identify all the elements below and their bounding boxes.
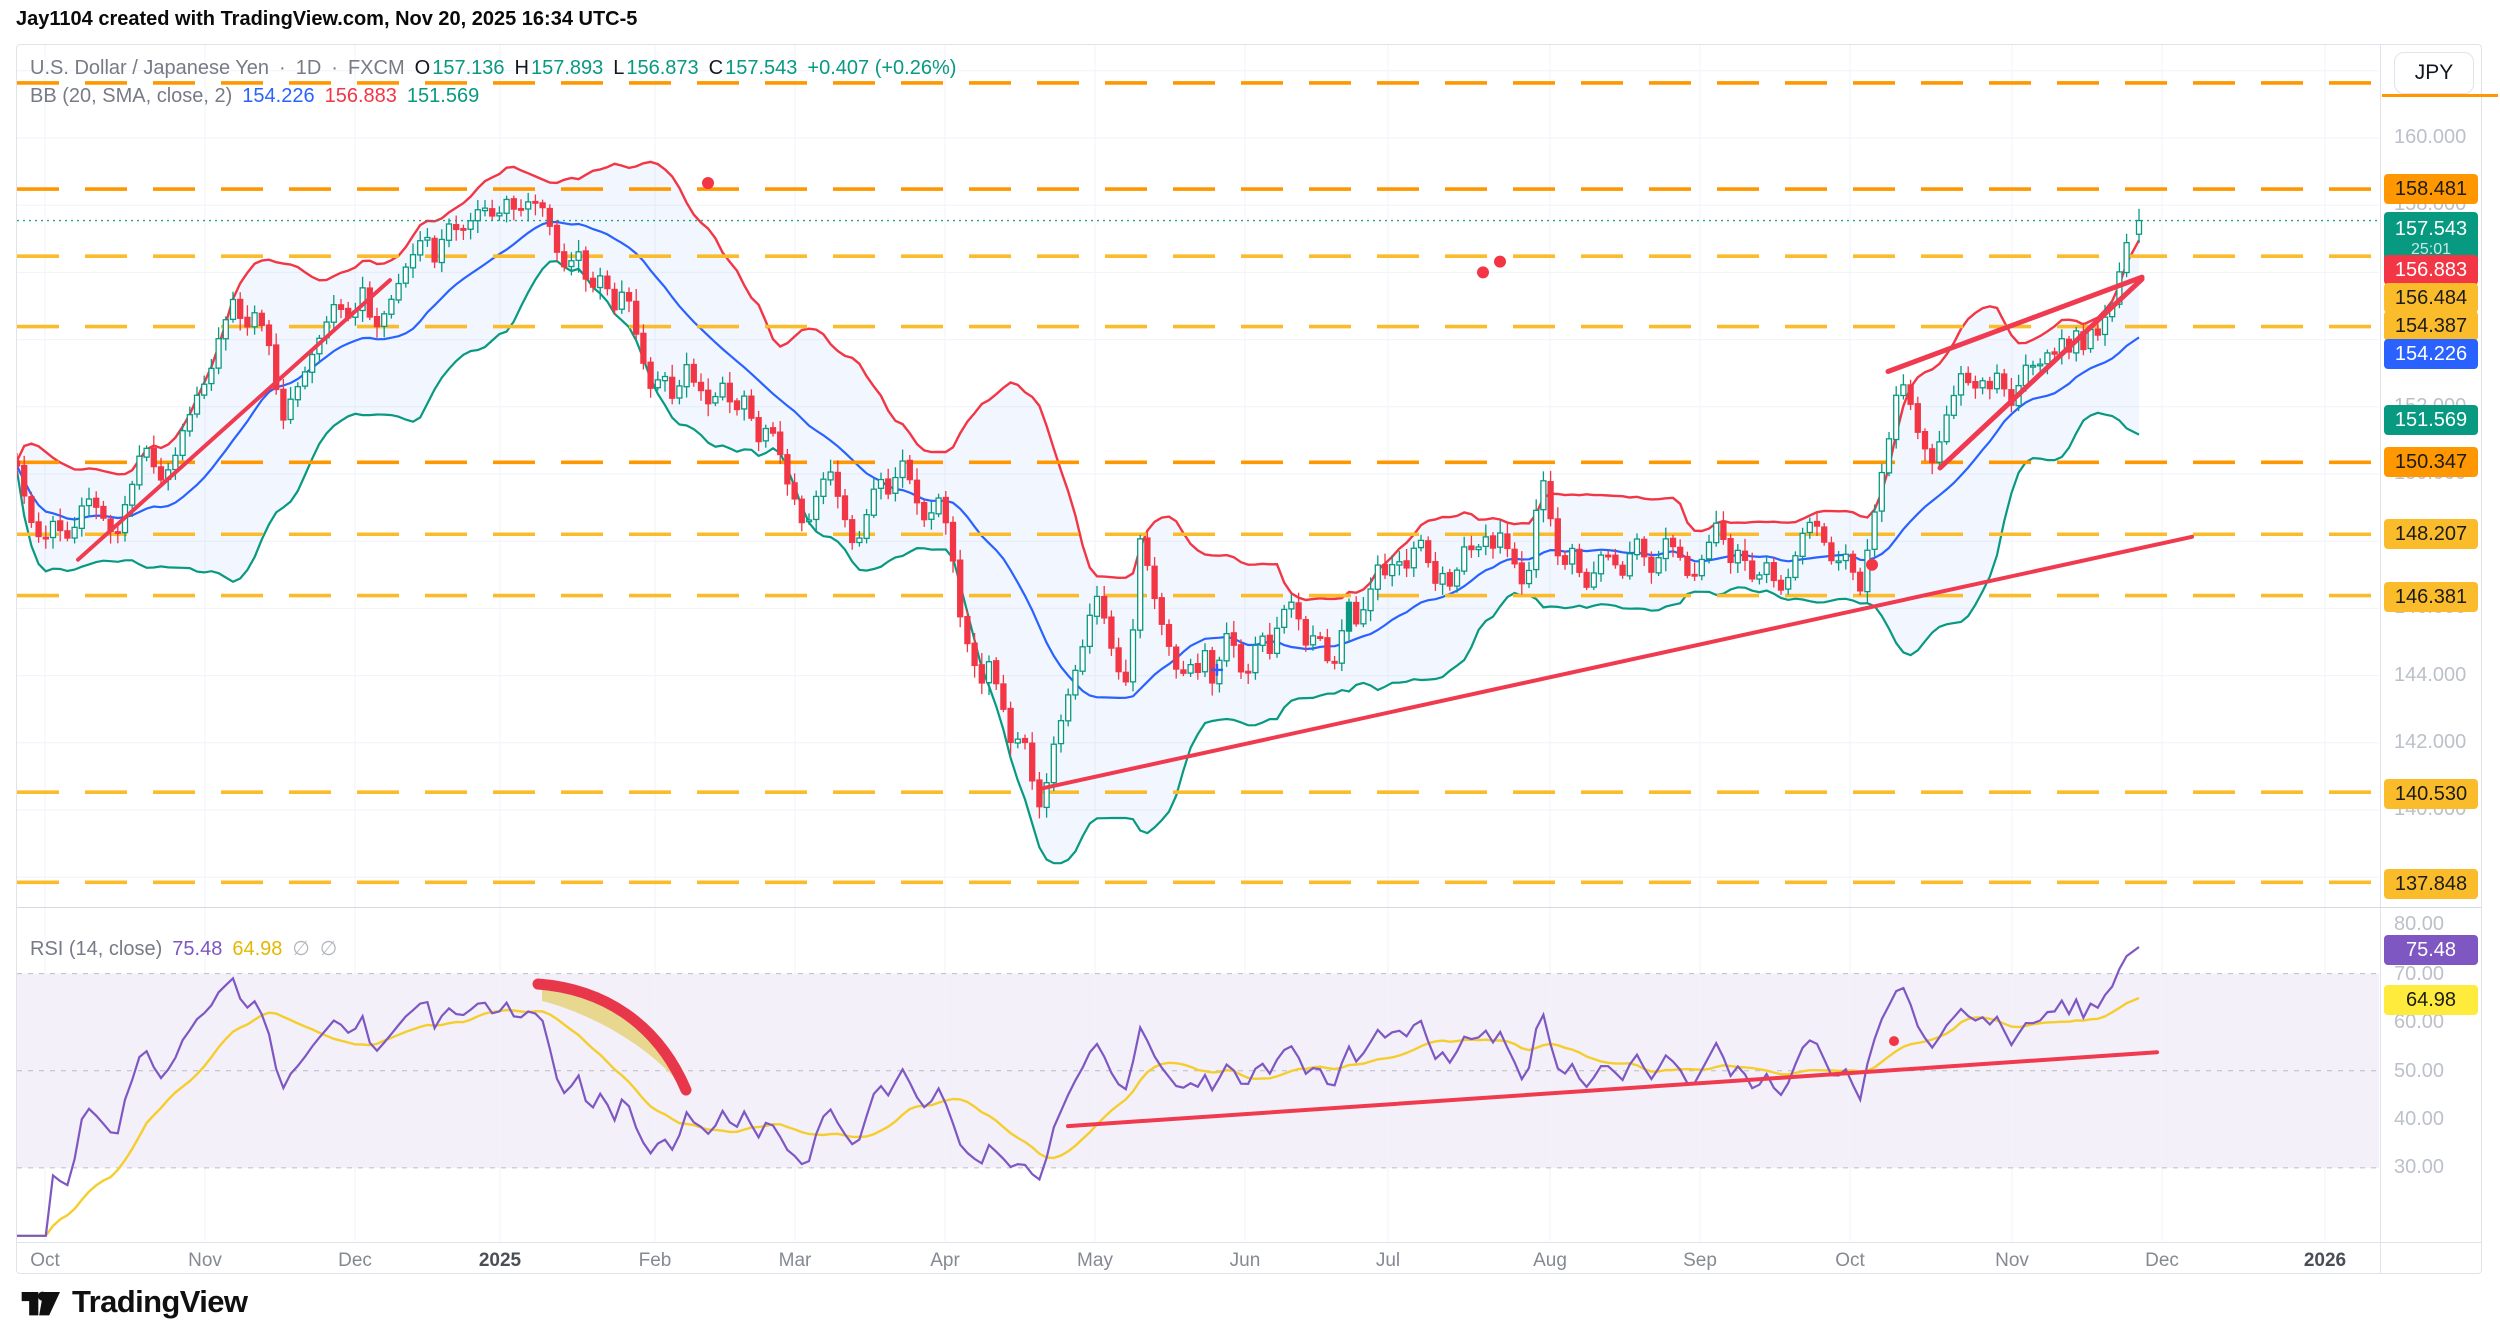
scale-gridline-label: 144.000: [2394, 664, 2467, 686]
time-axis-label: Dec: [338, 1250, 372, 1271]
attribution-text: Jay1104 created with TradingView.com, No…: [16, 8, 638, 30]
scale-gridline-label: 40.00: [2394, 1108, 2445, 1130]
exchange-label: FXCM: [347, 57, 405, 79]
time-axis-label: Nov: [188, 1250, 222, 1271]
price-badge: 64.98: [2384, 985, 2478, 1015]
scale-gridline-label: 70.00: [2394, 963, 2445, 985]
time-axis-label: 2025: [478, 1250, 522, 1271]
panel-separator: [17, 907, 2481, 908]
time-axis-label: Jul: [1375, 1250, 1401, 1271]
bb-name: BB (20, SMA, close, 2): [30, 85, 233, 107]
price-scale-separator: [2380, 45, 2381, 1273]
bb-lower-value: 151.569: [406, 85, 480, 107]
scale-gridline-label: 50.00: [2394, 1060, 2445, 1082]
timeframe-label: 1D: [295, 57, 322, 79]
currency-button[interactable]: JPY: [2394, 52, 2474, 94]
time-axis-label: Feb: [638, 1250, 672, 1271]
time-axis-label: Oct: [30, 1250, 60, 1271]
change-value: +0.407 (+0.26%): [807, 57, 957, 79]
time-axis-label: Oct: [1835, 1250, 1865, 1271]
rsi-legend: RSI (14, close) 75.48 64.98 ∅ ∅: [30, 936, 337, 961]
time-axis-label: Mar: [778, 1250, 812, 1271]
scale-gridline-label: 142.000: [2394, 731, 2467, 753]
bb-basis-value: 154.226: [242, 85, 315, 107]
time-axis-label: May: [1077, 1250, 1113, 1271]
open-value: O 157.136: [414, 57, 505, 79]
tradingview-logo[interactable]: TradingView: [20, 1284, 248, 1320]
scale-gridline-label: 30.00: [2394, 1156, 2445, 1178]
price-badge: 148.207: [2384, 519, 2478, 549]
time-axis-label: Nov: [1995, 1250, 2029, 1271]
time-axis-label: Aug: [1533, 1250, 1567, 1271]
close-value: C 157.543: [708, 57, 798, 79]
empty-set-icon: ∅: [319, 938, 338, 960]
scale-gridline-label: 60.00: [2394, 1011, 2445, 1033]
tradingview-logo-icon: [21, 1291, 60, 1316]
legend-separator: ·: [279, 57, 286, 79]
low-value: L 156.873: [613, 57, 699, 79]
empty-set-icon: ∅: [292, 938, 310, 960]
time-axis-label: Jun: [1229, 1250, 1261, 1271]
bb-legend: BB (20, SMA, close, 2) 154.226 156.883 1…: [30, 85, 479, 108]
bar-countdown: 25:01: [2410, 241, 2452, 259]
chart-card-border: [16, 44, 2482, 1274]
symbol-title: U.S. Dollar / Japanese Yen: [30, 57, 270, 79]
price-badge: 154.387: [2384, 311, 2478, 341]
price-badge: 158.481: [2384, 174, 2478, 204]
bb-upper-value: 156.883: [324, 85, 397, 107]
price-badge: 140.530: [2384, 779, 2478, 809]
price-badge: 75.48: [2384, 935, 2478, 965]
price-badge: 156.883: [2384, 255, 2478, 285]
scale-gridline-label: 80.00: [2394, 913, 2445, 935]
price-badge: 156.484: [2384, 283, 2478, 313]
time-axis-label: 2026: [2303, 1250, 2347, 1271]
rsi-ma-value: 64.98: [232, 938, 283, 960]
price-badge: 154.226: [2384, 339, 2478, 369]
time-axis-label: Apr: [930, 1250, 960, 1271]
high-value: H 157.893: [514, 57, 604, 79]
price-badge: 146.381: [2384, 582, 2478, 612]
price-badge: 137.848: [2384, 869, 2478, 899]
scale-gridline-label: 160.000: [2394, 126, 2467, 148]
tradingview-logo-text: TradingView: [72, 1284, 248, 1319]
symbol-legend: U.S. Dollar / Japanese Yen · 1D · FXCM O…: [30, 57, 956, 80]
legend-separator: ·: [331, 57, 338, 79]
rsi-name: RSI (14, close): [30, 938, 163, 960]
currency-accent-bar: [2382, 94, 2498, 97]
price-badge: 150.347: [2384, 447, 2478, 477]
time-axis-separator: [17, 1242, 2481, 1243]
price-badge: 151.569: [2384, 405, 2478, 435]
time-axis-label: Sep: [1683, 1250, 1717, 1271]
rsi-value: 75.48: [172, 938, 223, 960]
time-axis-label: Dec: [2145, 1250, 2179, 1271]
